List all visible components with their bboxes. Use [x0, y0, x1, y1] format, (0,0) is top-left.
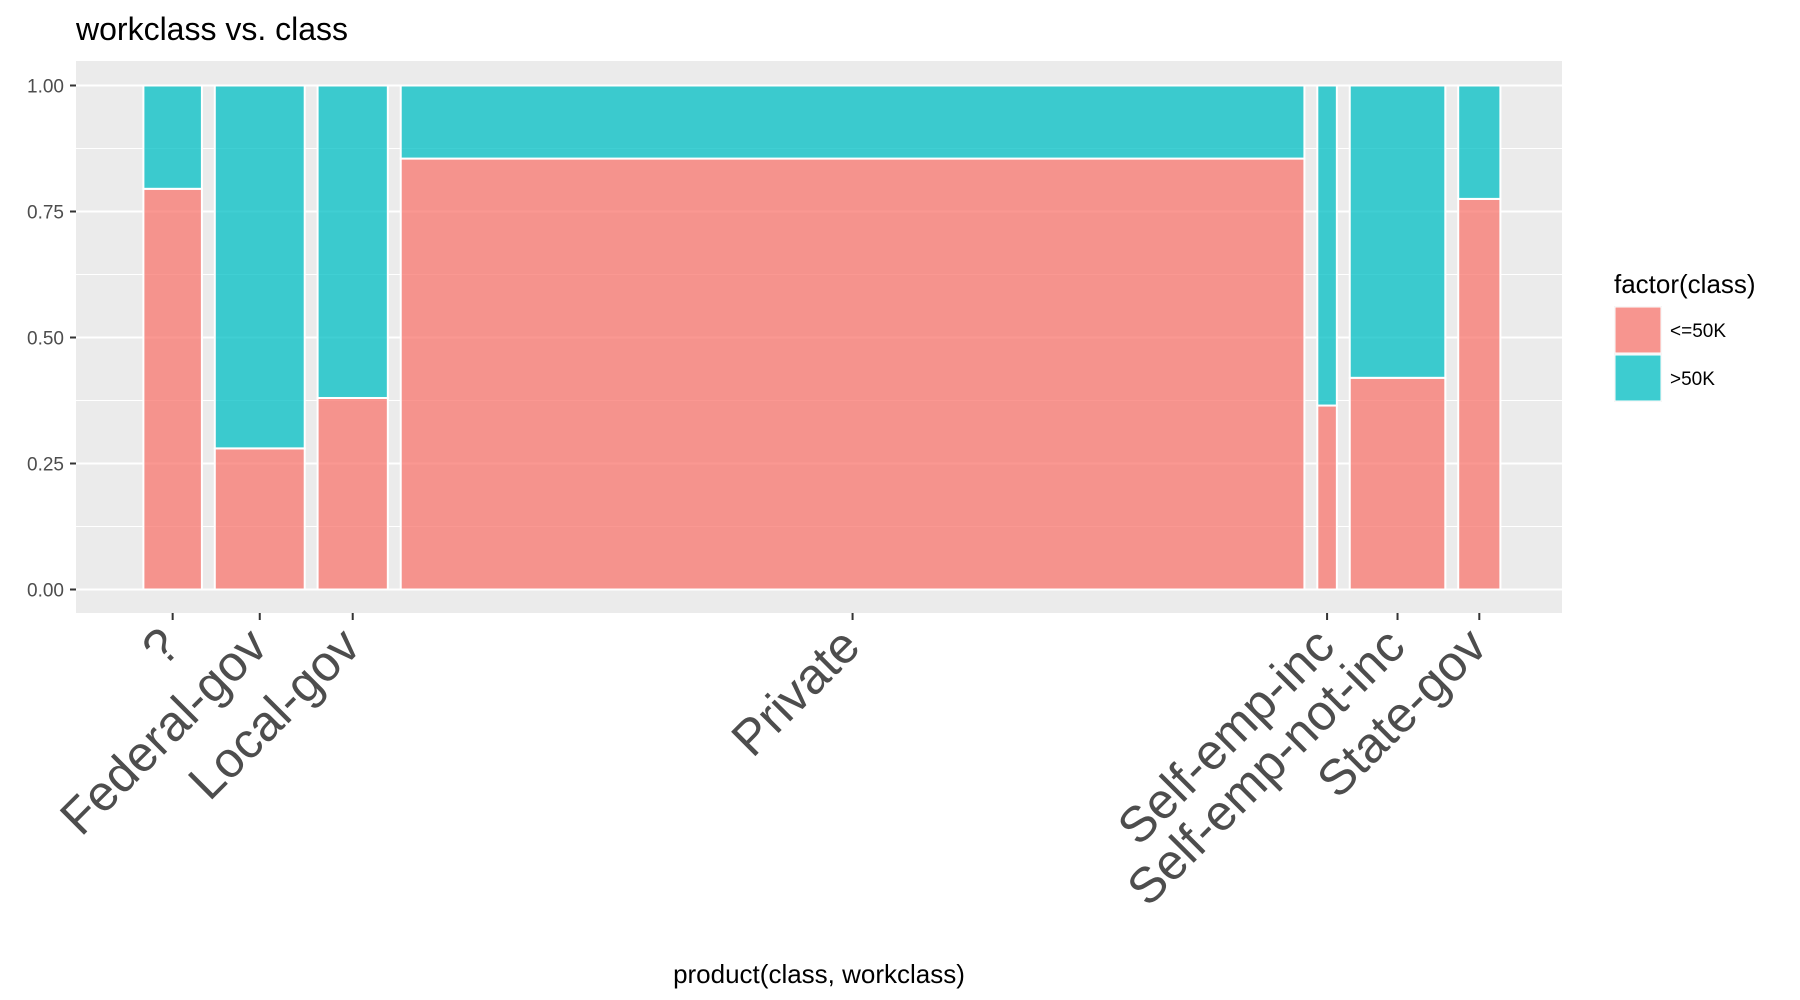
tile-Selfempnotinc-50K: [1348, 84, 1447, 379]
tile-Stategov-50K: [1457, 84, 1502, 200]
y-axis: 0.00 0.25 0.50 0.75 1.00: [27, 77, 76, 602]
y-tick-label: 0.25: [27, 455, 64, 476]
legend-title: factor(class): [1614, 269, 1756, 299]
y-tick-label: 1.00: [27, 77, 64, 98]
x-tick-label: ?: [131, 617, 190, 676]
mosaic-tiles: [142, 84, 1502, 591]
tile-Federalgov-50K: [213, 84, 306, 450]
tile-Selfempinc-50K: [1316, 84, 1338, 407]
tile-Private-50K: [399, 157, 1306, 591]
legend-swatch: [1614, 354, 1662, 402]
tile--50K: [142, 187, 203, 591]
y-tick-label: 0.50: [27, 329, 64, 350]
tile-Private-50K: [399, 84, 1306, 160]
x-tick-label: Private: [721, 617, 871, 767]
legend: factor(class) <=50K >50K: [1614, 269, 1756, 402]
chart-title: workclass vs. class: [75, 11, 348, 47]
tile-Selfempinc-50K: [1316, 404, 1338, 591]
legend-label: <=50K: [1670, 321, 1726, 342]
legend-label: >50K: [1670, 369, 1715, 390]
tile--50K: [142, 84, 203, 190]
tile-Stategov-50K: [1457, 197, 1502, 591]
tile-Selfempnotinc-50K: [1348, 376, 1447, 591]
tile-Federalgov-50K: [213, 447, 306, 591]
tile-Localgov-50K: [316, 396, 389, 591]
y-tick-label: 0.00: [27, 581, 64, 602]
y-tick-label: 0.75: [27, 203, 64, 224]
legend-swatch: [1614, 306, 1662, 354]
x-axis-label: product(class, workclass): [673, 959, 965, 989]
tile-Localgov-50K: [316, 84, 389, 399]
